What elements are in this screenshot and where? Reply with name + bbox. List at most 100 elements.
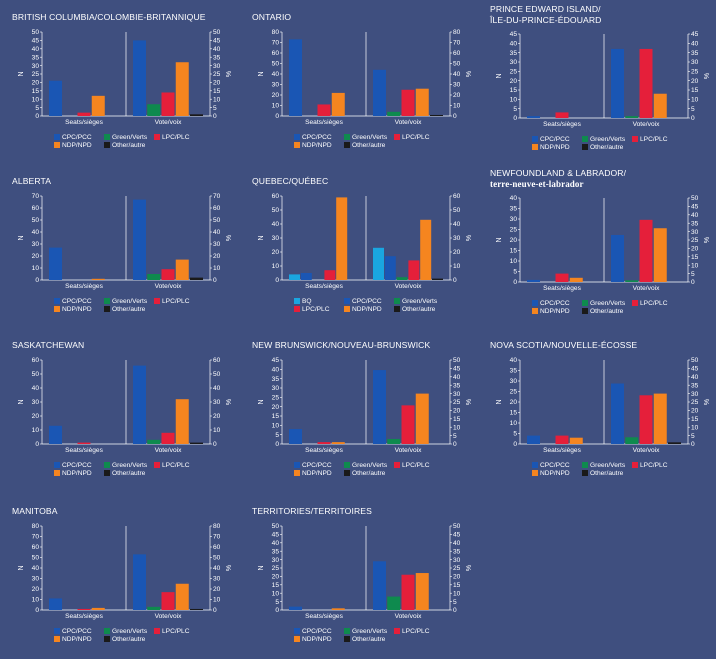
chart-title-line1: PRINCE EDWARD ISLAND/ [490,4,601,14]
bar-vote-green [147,104,161,116]
chart-title: NEWFOUNDLAND & LABRADOR/terre-neuve-et-l… [490,168,626,190]
y-tick-label: 50 [32,29,40,36]
legend-swatch [294,628,300,634]
legend-item-green: Green/Verts [582,300,632,308]
y2-axis-label: % [226,399,233,405]
legend-item-lpc: LPC/PLC [632,300,682,308]
legend-label: NDP/NPD [540,144,570,151]
chart-legend: CPC/PCC Green/Verts LPC/PLC NDP/NPD Other/au… [532,462,682,478]
y2-tick-label: 40 [691,212,699,219]
legend-item-lpc: LPC/PLC [154,462,204,470]
bar-vote-other [430,114,443,116]
legend-item-ndp: NDP/NPD [54,142,104,150]
chart-svg: 0510152025303540455005101520253035404550… [258,523,473,620]
bar-seats-lpc [555,112,569,118]
chart-title-line1: MANITOBA [12,506,58,516]
y2-axis-label: % [704,399,711,405]
bar-vote-lpc [639,395,653,444]
legend-label: CPC/PCC [62,298,92,305]
bar-seats-ndp [91,278,105,280]
legend-label: Green/Verts [112,628,148,635]
legend-swatch [632,300,638,306]
x-group-label-vote: Vote/voix [395,283,422,290]
y2-tick-label: 10 [453,590,461,597]
y-tick-label: 15 [510,87,518,94]
chart-title: ONTARIO [252,12,291,23]
legend-swatch [394,462,400,468]
y2-tick-label: 50 [213,371,221,378]
y-tick-label: 10 [272,423,280,430]
y2-tick-label: 5 [691,106,695,113]
bar-vote-ndp [653,93,667,118]
legend-row: LPC/PLC NDP/NPD Other/autre [294,306,444,314]
y2-tick-label: 70 [213,534,221,541]
legend-item-other: Other/autre [104,142,154,150]
y-tick-label: 15 [32,88,40,95]
y2-tick-label: 35 [453,382,461,389]
y2-tick-label: 40 [213,46,221,53]
legend-label: Other/autre [112,636,146,643]
legend-label: LPC/PLC [302,306,330,313]
y-tick-label: 5 [513,106,517,113]
legend-item-lpc: LPC/PLC [294,306,344,314]
legend-item-other: Other/autre [394,306,444,314]
chart-svg: 0 10 20 30 40 50 60 0 10 20 30 40 50 60 N % Seats/sièges… [258,193,473,290]
legend-swatch [154,628,160,634]
y-tick-label: 25 [272,565,280,572]
y-tick-label: 50 [272,61,280,68]
y-tick-label: 50 [32,371,40,378]
legend-label: CPC/PCC [62,462,92,469]
bar-vote-cpc [611,383,624,444]
y2-tick-label: 60 [213,357,221,364]
legend-row: NDP/NPD Other/autre [532,308,682,316]
legend-swatch [394,306,400,312]
legend-row: CPC/PCC Green/Verts LPC/PLC [532,462,682,470]
bar-vote-ndp [175,399,189,444]
y2-tick-label: 0 [453,607,457,614]
y-tick-label: 5 [275,599,279,606]
y-tick-label: 30 [510,59,518,66]
y-tick-label: 0 [35,441,39,448]
y-tick-label: 25 [510,227,518,234]
legend-label: NDP/NPD [540,470,570,477]
legend-label: Green/Verts [352,134,388,141]
y-tick-label: 15 [510,248,518,255]
y-tick-label: 30 [272,235,280,242]
y-tick-label: 0 [275,441,279,448]
bar-seats-cpc [527,116,540,118]
chart-title-line2: terre-neuve-et-labrador [490,179,584,189]
y2-tick-label: 35 [691,220,699,227]
legend-swatch [154,462,160,468]
y-tick-label: 40 [32,229,40,236]
legend-row: CPC/PCC Green/Verts LPC/PLC [54,298,204,306]
legend-label: Green/Verts [112,134,148,141]
legend-label: Other/autre [590,470,624,477]
legend-swatch [294,134,300,140]
chart-legend: CPC/PCC Green/Verts LPC/PLC NDP/NPD Other/au… [54,134,204,150]
legend-label: NDP/NPD [62,306,92,313]
legend-row: CPC/PCC Green/Verts LPC/PLC [294,628,444,636]
bar-vote-lpc [408,260,420,280]
y-tick-label: 0 [35,277,39,284]
legend-swatch [294,470,300,476]
chart-svg: 0 10 20 30 40 50 60 0 10 20 30 40 50 60 N % Seats/sièges… [18,357,233,454]
legend-swatch [54,636,60,642]
y2-tick-label: 10 [213,427,221,434]
legend-item-green: Green/Verts [104,298,154,306]
bar-seats-lpc [324,270,336,280]
legend-item-ndp: NDP/NPD [532,470,582,478]
y2-tick-label: 40 [691,374,699,381]
y2-tick-label: 15 [691,254,699,261]
legend-swatch [582,308,588,314]
x-group-label-vote: Vote/voix [155,447,182,454]
legend-swatch [394,134,400,140]
y-tick-label: 70 [32,534,40,541]
y-tick-label: 20 [510,78,518,85]
y-tick-label: 5 [35,105,39,112]
y2-tick-label: 35 [691,50,699,57]
bar-vote-green [387,596,401,610]
y-tick-label: 10 [32,427,40,434]
legend-label: LPC/PLC [402,628,430,635]
bar-vote-lpc [639,219,653,282]
